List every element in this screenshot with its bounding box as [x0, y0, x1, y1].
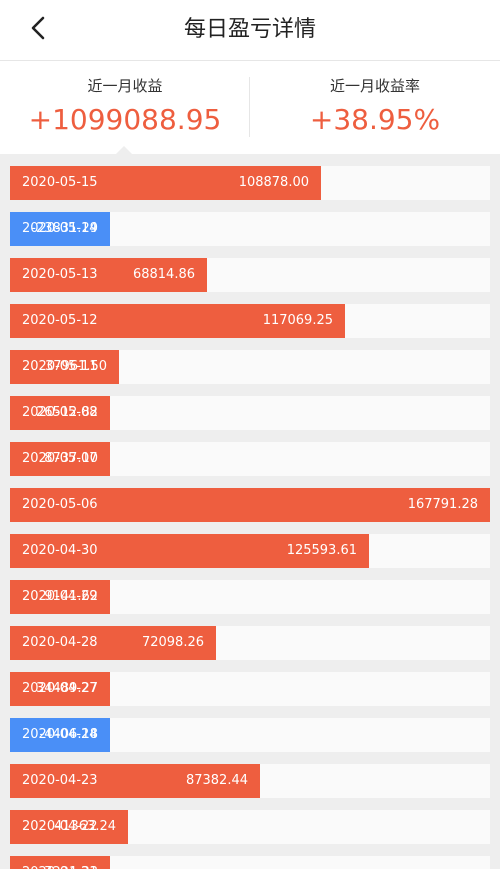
row-value: 72098.26 [141, 635, 204, 650]
row-value: 87382.44 [185, 773, 248, 788]
row-date: 2020-04-24 [22, 727, 98, 742]
monthly-profit-value: +1099088.95 [28, 103, 222, 136]
profit-bar [10, 810, 128, 844]
row-value: 125593.61 [286, 543, 357, 558]
list-item[interactable]: 2020-04-29 9141.62 [10, 580, 490, 614]
list-item[interactable]: 2020-05-06 167791.28 [10, 488, 490, 522]
row-value: 8737.10 [44, 451, 98, 466]
daily-pnl-list[interactable]: 2020-05-15 108878.00 2020-05-14 -23831.29 20… [0, 154, 500, 869]
row-value: -4406.18 [39, 727, 98, 742]
monthly-profit-label: 近一月收益 [87, 77, 163, 95]
page-title: 每日盈亏详情 [183, 17, 316, 42]
monthly-rate-block: 近一月收益率 +38.95% [250, 61, 500, 153]
row-value: 37961.50 [44, 359, 107, 374]
list-item[interactable]: 2020-05-11 37961.50 [10, 350, 490, 384]
row-date: 2020-04-29 [22, 589, 98, 604]
profit-bar [10, 626, 216, 660]
list-item[interactable]: 2020-05-15 108878.00 [10, 166, 490, 200]
list-item[interactable]: 2020-04-24 -4406.18 [10, 718, 490, 752]
profit-bar [10, 488, 490, 522]
row-value: 7221.33 [44, 856, 98, 869]
row-value: 68814.86 [132, 267, 195, 282]
monthly-profit-block: 近一月收益 +1099088.95 [0, 61, 250, 153]
row-value: 117069.25 [262, 313, 333, 328]
profit-bar [10, 304, 345, 338]
row-date: 2020-05-12 [22, 313, 98, 328]
row-value: 167791.28 [407, 497, 478, 512]
list-item[interactable]: 2020-04-22 41363.24 [10, 810, 490, 844]
list-item[interactable]: 2020-04-27 34489.27 [10, 672, 490, 706]
loss-bar [10, 718, 110, 752]
row-date: 2020-04-23 [22, 773, 98, 788]
summary-divider [249, 77, 250, 137]
profit-bar [10, 764, 260, 798]
list-item[interactable]: 2020-04-217221.33 [10, 856, 490, 869]
selection-pointer [116, 146, 132, 154]
list-item[interactable]: 2020-05-08 26512.82 [10, 396, 490, 430]
summary-panel: 近一月收益 +1099088.95 近一月收益率 +38.95% [0, 61, 500, 153]
profit-bar [10, 534, 369, 568]
row-value: -23831.29 [31, 221, 98, 236]
row-date: 2020-05-14 [22, 221, 98, 236]
list-item[interactable]: 2020-04-30 125593.61 [10, 534, 490, 568]
row-value: 108878.00 [238, 175, 309, 190]
profit-bar [10, 672, 110, 706]
row-date: 2020-05-11 [22, 359, 98, 374]
nav-bar: 每日盈亏详情 [0, 0, 500, 61]
row-date: 2020-04-30 [22, 543, 98, 558]
list-item[interactable]: 2020-05-13 68814.86 [10, 258, 490, 292]
profit-bar [10, 442, 110, 476]
row-value: 34489.27 [35, 681, 98, 696]
row-value: 9141.62 [44, 589, 98, 604]
row-date: 2020-05-08 [22, 405, 98, 420]
row-date: 2020-05-13 [22, 267, 98, 282]
chevron-left-icon [28, 15, 48, 45]
monthly-rate-value: +38.95% [309, 103, 441, 136]
profit-bar [10, 166, 321, 200]
profit-bar [10, 258, 207, 292]
row-date: 2020-05-06 [22, 497, 98, 512]
back-button[interactable] [22, 14, 54, 46]
row-date: 2020-04-27 [22, 681, 98, 696]
profit-bar [10, 580, 110, 614]
profit-bar [10, 350, 119, 384]
list-item[interactable]: 2020-05-12 117069.25 [10, 304, 490, 338]
loss-bar [10, 212, 110, 246]
row-date: 2020-04-21 [22, 856, 98, 869]
profit-bar [10, 396, 110, 430]
row-date: 2020-04-28 [22, 635, 98, 650]
row-date: 2020-05-15 [22, 175, 98, 190]
row-value: 26512.82 [35, 405, 98, 420]
list-item[interactable]: 2020-04-23 87382.44 [10, 764, 490, 798]
row-date: 2020-04-22 [22, 819, 98, 834]
list-item[interactable]: 2020-05-07 8737.10 [10, 442, 490, 476]
list-item[interactable]: 2020-04-28 72098.26 [10, 626, 490, 660]
row-value: 41363.24 [53, 819, 116, 834]
profit-bar [10, 856, 110, 869]
list-item[interactable]: 2020-05-14 -23831.29 [10, 212, 490, 246]
row-date: 2020-05-07 [22, 451, 98, 466]
monthly-rate-label: 近一月收益率 [329, 77, 420, 95]
